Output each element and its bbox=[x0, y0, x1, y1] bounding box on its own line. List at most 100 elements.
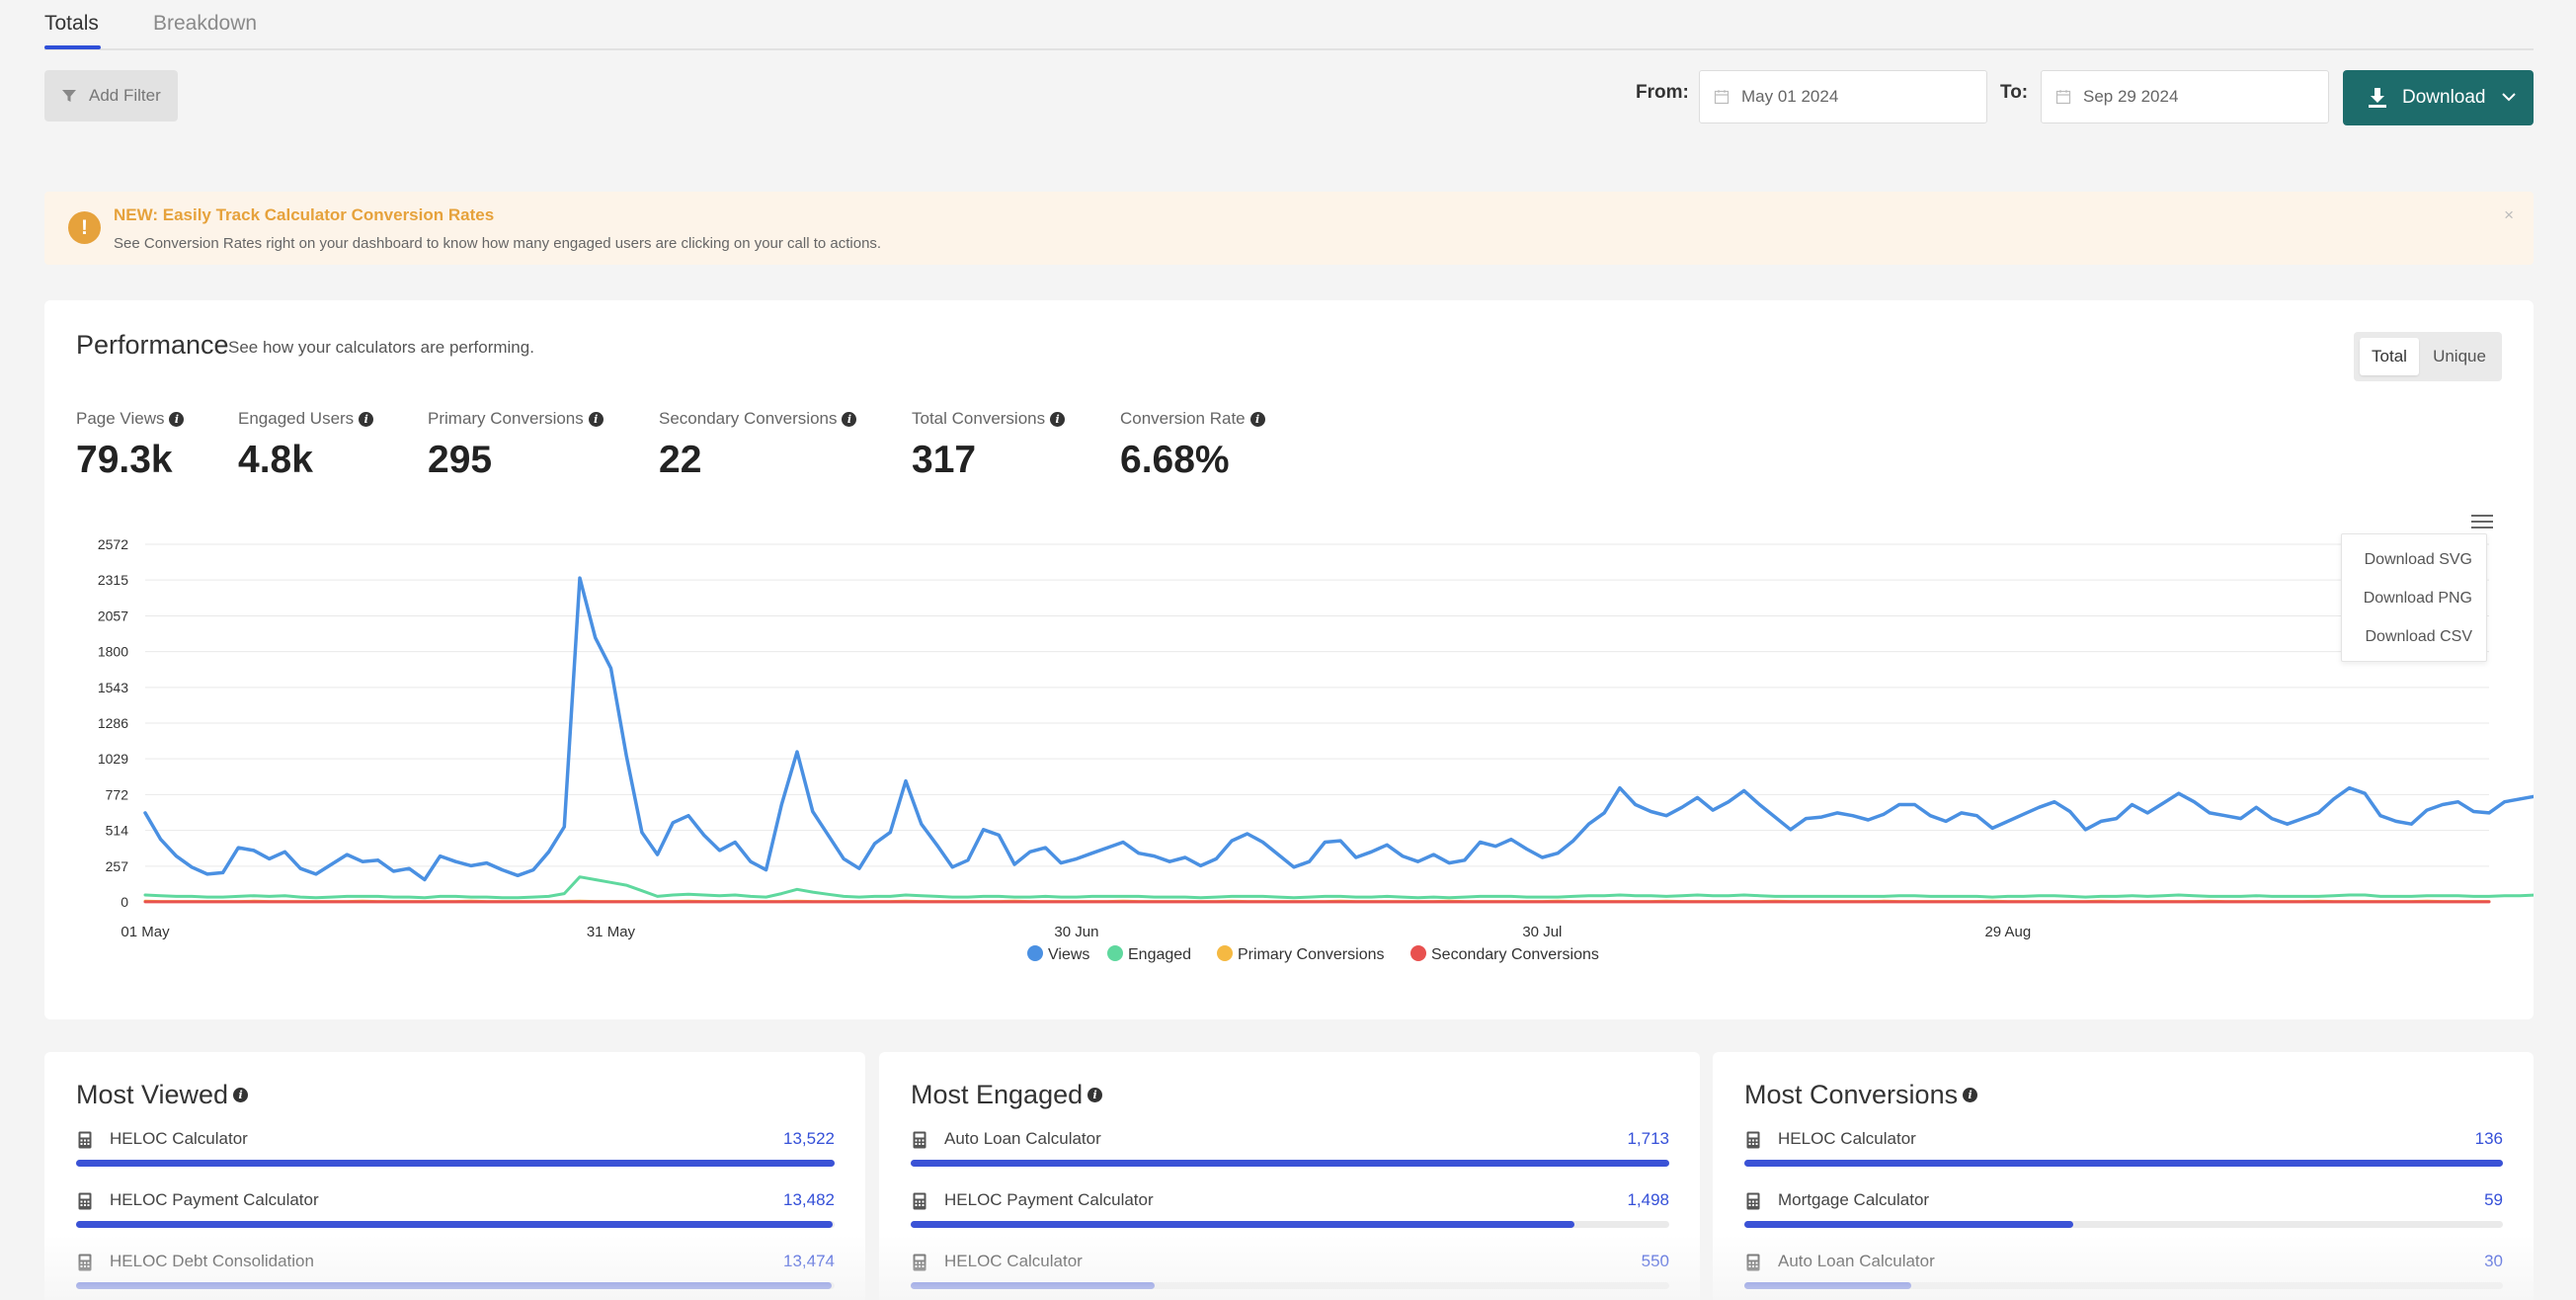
calculator-icon bbox=[78, 1254, 92, 1271]
list-item[interactable]: HELOC Payment Calculator 13,482 bbox=[76, 1190, 835, 1252]
filter-icon bbox=[62, 90, 76, 102]
calculator-value: 1,713 bbox=[1627, 1129, 1669, 1148]
performance-subtitle: See how your calculators are performing. bbox=[228, 338, 534, 357]
metric-page-views: Page Views i 79.3k bbox=[76, 409, 185, 482]
to-date-value: Sep 29 2024 bbox=[2083, 87, 2179, 106]
calculator-value: 1,498 bbox=[1627, 1190, 1669, 1209]
calculator-name: Auto Loan Calculator bbox=[1778, 1252, 1935, 1270]
legend-marker bbox=[1410, 945, 1426, 961]
download-button[interactable]: Download bbox=[2343, 70, 2534, 125]
legend-marker bbox=[1027, 945, 1043, 961]
calendar-icon bbox=[2055, 90, 2071, 105]
chevron-down-icon bbox=[2502, 93, 2516, 102]
chart-export-menu: Download SVG Download PNG Download CSV bbox=[2341, 533, 2487, 662]
info-icon[interactable]: i bbox=[233, 1088, 249, 1102]
calculator-name: Auto Loan Calculator bbox=[944, 1129, 1101, 1148]
progress-fill bbox=[1744, 1160, 2503, 1167]
y-tick-label: 772 bbox=[106, 786, 129, 802]
menu-item-download-png[interactable]: Download PNG bbox=[2363, 590, 2472, 607]
performance-title: Performance bbox=[76, 330, 229, 360]
metric-value: 6.68% bbox=[1120, 439, 1230, 481]
progress-fill bbox=[1744, 1221, 2074, 1228]
calculator-name: HELOC Calculator bbox=[1778, 1129, 1916, 1148]
y-tick-label: 1543 bbox=[98, 680, 128, 695]
hamburger-menu-icon[interactable] bbox=[2471, 514, 2493, 529]
calculator-name: Mortgage Calculator bbox=[1778, 1190, 1930, 1209]
card-title: Most Conversions bbox=[1744, 1080, 1959, 1109]
progress-fill bbox=[76, 1282, 833, 1289]
most-viewed-card: Most Viewed i HELOC Calculator 13,522 HELOC… bbox=[44, 1052, 865, 1300]
tab-bar: Totals Breakdown bbox=[44, 0, 2534, 50]
from-date-input[interactable]: May 01 2024 bbox=[1699, 70, 1987, 123]
active-tab-indicator bbox=[44, 45, 101, 49]
to-date-input[interactable]: Sep 29 2024 bbox=[2041, 70, 2329, 123]
download-label: Download bbox=[2402, 87, 2486, 108]
metric-total-conversions: Total Conversions i 317 bbox=[912, 409, 1066, 482]
legend-label: Views bbox=[1048, 946, 1089, 963]
info-icon[interactable]: i bbox=[1249, 411, 1265, 427]
performance-chart: 0 257 514 772 1029 1286 1543 1800 2057 2315 2572 01… bbox=[98, 536, 2534, 963]
progress-fill bbox=[911, 1160, 1669, 1167]
progress-fill bbox=[76, 1221, 833, 1228]
add-filter-label: Add Filter bbox=[89, 86, 161, 105]
y-tick-label: 1286 bbox=[98, 715, 128, 731]
info-icon[interactable]: i bbox=[169, 411, 185, 427]
tab-breakdown[interactable]: Breakdown bbox=[153, 12, 258, 35]
calculator-icon bbox=[78, 1192, 92, 1210]
x-tick-label: 01 May bbox=[121, 924, 170, 940]
metric-label: Secondary Conversions bbox=[659, 409, 838, 428]
list-item[interactable]: Auto Loan Calculator 1,713 bbox=[911, 1129, 1669, 1190]
list-item[interactable]: Auto Loan Calculator 30 bbox=[1744, 1252, 2503, 1300]
calculator-value: 13,522 bbox=[783, 1129, 835, 1148]
y-tick-label: 1029 bbox=[98, 751, 128, 767]
menu-item-download-svg[interactable]: Download SVG bbox=[2364, 551, 2472, 568]
from-date-value: May 01 2024 bbox=[1741, 87, 1839, 106]
calculator-name: HELOC Debt Consolidation bbox=[110, 1252, 314, 1270]
list-item[interactable]: Mortgage Calculator 59 bbox=[1744, 1190, 2503, 1252]
metric-label: Page Views bbox=[76, 409, 165, 428]
info-icon[interactable]: i bbox=[1087, 1088, 1103, 1102]
info-icon[interactable]: i bbox=[359, 411, 374, 427]
calculator-name: HELOC Calculator bbox=[110, 1129, 248, 1148]
y-tick-label: 514 bbox=[106, 823, 129, 839]
progress-fill bbox=[911, 1221, 1574, 1228]
add-filter-button[interactable]: Add Filter bbox=[44, 70, 178, 122]
info-icon[interactable]: i bbox=[588, 411, 604, 427]
from-label: From: bbox=[1636, 82, 1689, 103]
list-item[interactable]: HELOC Debt Consolidation 13,474 bbox=[76, 1252, 835, 1300]
menu-item-download-csv[interactable]: Download CSV bbox=[2365, 628, 2473, 645]
calculator-name: HELOC Payment Calculator bbox=[944, 1190, 1154, 1209]
x-tick-label: 29 Aug bbox=[1984, 924, 2031, 940]
feature-notice: ! NEW: Easily Track Calculator Conversio… bbox=[44, 192, 2534, 265]
info-icon[interactable]: i bbox=[1963, 1088, 1978, 1102]
metric-label: Total Conversions bbox=[912, 409, 1046, 428]
legend-marker bbox=[1107, 945, 1123, 961]
calculator-value: 59 bbox=[2484, 1190, 2503, 1209]
list-item[interactable]: HELOC Calculator 13,522 bbox=[76, 1129, 835, 1190]
tab-totals[interactable]: Totals bbox=[44, 12, 99, 35]
card-title: Most Viewed bbox=[76, 1080, 229, 1109]
legend-label: Engaged bbox=[1128, 946, 1191, 963]
toggle-unique[interactable]: Unique bbox=[2433, 347, 2486, 366]
progress-fill bbox=[76, 1160, 835, 1167]
calculator-icon bbox=[1746, 1131, 1760, 1149]
info-icon[interactable]: i bbox=[1050, 411, 1066, 427]
x-tick-label: 31 May bbox=[587, 924, 636, 940]
metric-value: 295 bbox=[428, 439, 493, 481]
metric-value: 79.3k bbox=[76, 439, 173, 481]
toggle-total[interactable]: Total bbox=[2360, 338, 2419, 375]
list-item[interactable]: HELOC Calculator 550 bbox=[911, 1252, 1669, 1300]
calculator-icon bbox=[913, 1131, 926, 1149]
metric-conversion-rate: Conversion Rate i 6.68% bbox=[1120, 409, 1265, 482]
most-conversions-card: Most Conversions i HELOC Calculator 136 Mor… bbox=[1713, 1052, 2534, 1300]
list-item[interactable]: HELOC Payment Calculator 1,498 bbox=[911, 1190, 1669, 1252]
card-title: Most Engaged bbox=[911, 1080, 1084, 1109]
most-engaged-card: Most Engaged i Auto Loan Calculator 1,713 H… bbox=[879, 1052, 1700, 1300]
list-item[interactable]: HELOC Calculator 136 bbox=[1744, 1129, 2503, 1190]
info-icon[interactable]: i bbox=[842, 411, 857, 427]
close-icon[interactable]: × bbox=[2504, 205, 2514, 224]
legend-label: Primary Conversions bbox=[1238, 946, 1384, 963]
metric-label: Conversion Rate bbox=[1120, 409, 1246, 428]
metric-value: 22 bbox=[659, 439, 702, 481]
calendar-icon bbox=[1714, 90, 1730, 105]
